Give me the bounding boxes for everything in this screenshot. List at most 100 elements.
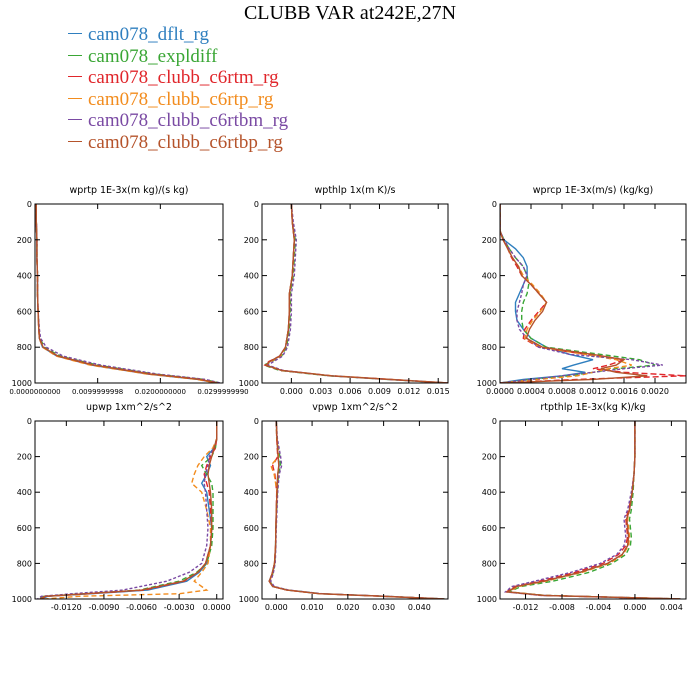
y-tick-label: 0 bbox=[492, 417, 497, 426]
y-tick-label: 800 bbox=[17, 343, 32, 352]
x-tick-label: 0.000 bbox=[623, 603, 646, 612]
y-tick-label: 200 bbox=[482, 236, 497, 245]
y-tick-label: 400 bbox=[482, 488, 497, 497]
panel-frame bbox=[499, 420, 687, 600]
legend-swatch bbox=[68, 54, 82, 56]
panel-title: wprtp 1E-3x(m kg)/(s kg) bbox=[70, 185, 189, 196]
legend-swatch bbox=[68, 76, 82, 78]
series-line bbox=[35, 204, 219, 383]
panel-frame bbox=[34, 203, 224, 384]
y-tick-label: 200 bbox=[244, 453, 259, 462]
x-tick-label: 0.0008 bbox=[548, 387, 576, 396]
series-line bbox=[268, 421, 445, 599]
y-tick-label: 400 bbox=[244, 488, 259, 497]
chart-panel: upwp 1xm^2/s^2 0 200 400 600 800 1000 -0.0120 -0… bbox=[12, 402, 231, 612]
y-tick-label: 800 bbox=[244, 343, 259, 352]
panel-title: vpwp 1xm^2/s^2 bbox=[312, 402, 398, 413]
series-line bbox=[269, 421, 445, 599]
series-line bbox=[500, 204, 648, 383]
figure-title: CLUBB VAR at242E,27N bbox=[243, 2, 457, 24]
series-line bbox=[505, 421, 681, 599]
x-tick-label: -0.0030 bbox=[164, 603, 195, 612]
y-tick-label: 200 bbox=[17, 236, 32, 245]
x-tick-label: -0.012 bbox=[513, 603, 539, 612]
legend-swatch bbox=[68, 119, 82, 121]
panel-title: upwp 1xm^2/s^2 bbox=[86, 402, 172, 413]
series-line bbox=[500, 204, 686, 383]
x-tick-label: 0.000 bbox=[280, 387, 303, 396]
chart-panel: vpwp 1xm^2/s^2 0 200 400 600 800 1000 0.000 0.01… bbox=[239, 402, 449, 612]
series-line bbox=[41, 421, 218, 599]
x-tick-label: 0.009 bbox=[368, 387, 391, 396]
y-tick-label: 600 bbox=[17, 524, 32, 533]
y-tick-label: 400 bbox=[244, 272, 259, 281]
series-line bbox=[503, 421, 681, 599]
x-tick-label: 0.000 bbox=[265, 603, 288, 612]
x-tick-label: 0.0016 bbox=[610, 387, 638, 396]
y-tick-label: 1000 bbox=[477, 379, 497, 388]
legend-item: cam078_clubb_c6rtm_rg bbox=[68, 67, 288, 89]
y-tick-label: 400 bbox=[17, 488, 32, 497]
legend-label: cam078_clubb_c6rtp_rg bbox=[88, 88, 274, 110]
series-line bbox=[35, 204, 217, 383]
y-tick-label: 600 bbox=[482, 524, 497, 533]
y-tick-label: 400 bbox=[17, 272, 32, 281]
legend-label: cam078_clubb_c6rtm_rg bbox=[88, 67, 279, 88]
legend-swatch bbox=[68, 140, 82, 142]
y-tick-label: 1000 bbox=[12, 595, 32, 604]
y-tick-label: 800 bbox=[244, 559, 259, 568]
x-tick-label: -0.0120 bbox=[51, 603, 82, 612]
y-tick-label: 400 bbox=[482, 272, 497, 281]
series-line bbox=[43, 421, 218, 599]
legend-label: cam078_clubb_c6rtbm_rg bbox=[88, 110, 289, 131]
y-tick-label: 200 bbox=[244, 236, 259, 245]
y-tick-label: 200 bbox=[17, 453, 32, 462]
chart-panel: wpthlp 1x(m K)/s 0 200 400 600 800 1000 0.000 0.… bbox=[239, 185, 450, 396]
y-tick-label: 200 bbox=[482, 453, 497, 462]
panel-frame bbox=[34, 420, 224, 600]
x-tick-label: -0.004 bbox=[586, 603, 612, 612]
panel-title: rtpthlp 1E-3x(kg K)/kg bbox=[540, 402, 645, 413]
x-tick-label: 0.0000 bbox=[486, 387, 514, 396]
series-line bbox=[506, 421, 681, 599]
y-tick-label: 0 bbox=[27, 417, 32, 426]
series-line bbox=[500, 204, 663, 383]
series-line bbox=[35, 204, 218, 383]
x-tick-label: 0.010 bbox=[301, 603, 324, 612]
series-line bbox=[35, 204, 221, 383]
y-tick-label: 800 bbox=[482, 343, 497, 352]
y-tick-label: 1000 bbox=[12, 379, 32, 388]
x-tick-label: 0.0000 bbox=[203, 603, 231, 612]
y-tick-label: 1000 bbox=[239, 379, 259, 388]
chart-panel: wprtp 1E-3x(m kg)/(s kg) 0 200 400 600 800 100… bbox=[9, 185, 248, 396]
series-line bbox=[35, 204, 221, 383]
x-tick-label: 0.0020 bbox=[641, 387, 669, 396]
series-line bbox=[505, 421, 681, 599]
y-tick-label: 600 bbox=[482, 307, 497, 316]
legend-item: cam078_clubb_c6rtbp_rg bbox=[68, 132, 288, 154]
x-tick-label: 0.015 bbox=[427, 387, 450, 396]
y-tick-label: 0 bbox=[492, 200, 497, 209]
series-line bbox=[268, 421, 445, 599]
y-tick-label: 600 bbox=[17, 307, 32, 316]
series-line bbox=[264, 204, 448, 383]
legend-label: cam078_clubb_c6rtbp_rg bbox=[88, 131, 283, 153]
legend-swatch bbox=[68, 33, 82, 35]
series-line bbox=[263, 204, 448, 383]
legend-item: cam078_dflt_rg bbox=[68, 24, 288, 46]
y-tick-label: 800 bbox=[482, 559, 497, 568]
legend-swatch bbox=[68, 97, 82, 99]
y-tick-label: 0 bbox=[254, 200, 259, 209]
chart-panel: rtpthlp 1E-3x(kg K)/kg 0 200 400 600 800 1000 -… bbox=[477, 402, 687, 612]
x-tick-label: 0.030 bbox=[372, 603, 395, 612]
y-tick-label: 1000 bbox=[477, 595, 497, 604]
panel-title: wpthlp 1x(m K)/s bbox=[315, 185, 396, 196]
legend-item: cam078_clubb_c6rtbm_rg bbox=[68, 110, 288, 132]
legend-label: cam078_dflt_rg bbox=[88, 24, 210, 45]
x-tick-label: 0.040 bbox=[408, 603, 431, 612]
x-tick-label: 0.003 bbox=[309, 387, 332, 396]
x-tick-label: 0.004 bbox=[660, 603, 683, 612]
y-tick-label: 1000 bbox=[239, 595, 259, 604]
x-tick-label: 0.0200000000 bbox=[135, 388, 186, 396]
